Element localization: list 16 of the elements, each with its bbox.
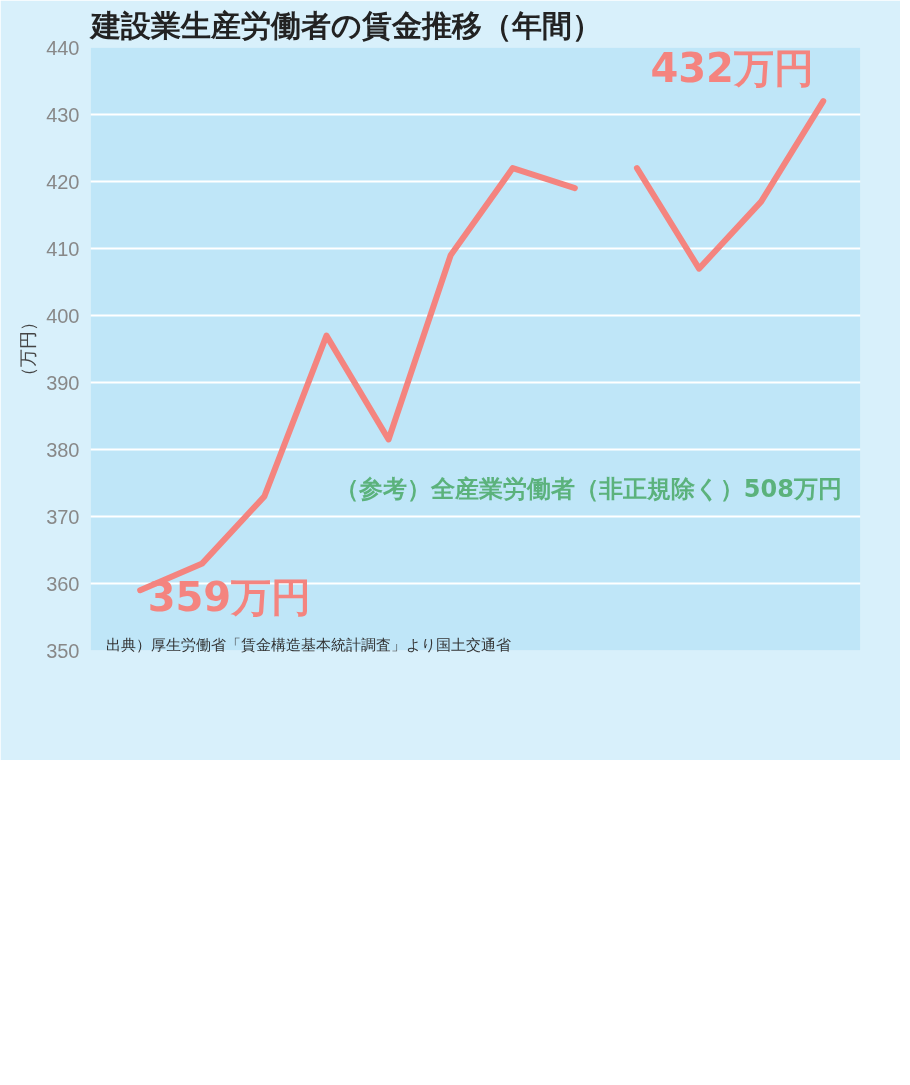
y-tick-label: 410 [46,237,80,260]
y-tick-label: 430 [46,103,80,126]
data-label: 359万円 [147,573,312,620]
y-tick-label: 400 [46,304,80,327]
annotation: 出典）厚生労働省「賃金構造基本統計調査」より国土交通省 [105,635,511,654]
y-tick-label: 440 [46,36,80,59]
y-tick-label: 350 [46,639,80,662]
y-tick-label: 420 [46,170,80,193]
y-axis-title: （万円） [17,313,39,385]
y-tick-label: 380 [46,438,80,461]
annotation: （参考）全産業労働者（非正規除く）508万円 [334,475,842,504]
y-tick-label: 370 [46,505,80,528]
data-label: 432万円 [650,45,814,92]
y-tick-label: 390 [46,371,80,394]
chart-title: 建設業生産労働者の賃金推移（年間） [88,7,602,43]
y-tick-label: 360 [46,572,80,595]
